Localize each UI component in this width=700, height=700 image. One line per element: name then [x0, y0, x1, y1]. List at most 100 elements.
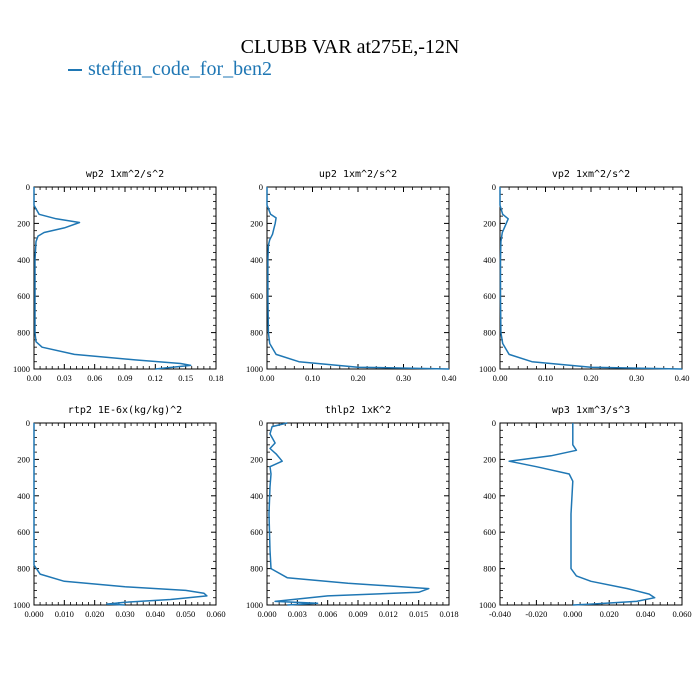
y-tick-label: 400 — [483, 255, 496, 265]
y-tick-label: 0 — [26, 182, 30, 192]
panel-title: wp3 1xm^3/s^3 — [552, 405, 630, 416]
y-tick-label: 1000 — [479, 364, 496, 374]
x-tick-label: 0.000 — [24, 609, 43, 619]
x-tick-label: 0.003 — [288, 609, 307, 619]
panel-1: wp2 1xm^2/s^2 0.00 0.03 0.06 0.09 0.12 0.15 0.1… — [13, 169, 223, 383]
y-tick-label: 200 — [250, 218, 263, 228]
x-tick-label: 0.015 — [409, 609, 428, 619]
x-tick-label: 0.18 — [209, 373, 224, 383]
x-tick-label: 0.00 — [260, 373, 275, 383]
x-tick-label: 0.00 — [493, 373, 508, 383]
legend-label: steffen_code_for_ben2 — [88, 58, 273, 80]
panel-title: up2 1xm^2/s^2 — [319, 169, 397, 180]
x-tick-label: 0.018 — [439, 609, 458, 619]
x-tick-label: 0.000 — [257, 609, 276, 619]
panel-3: vp2 1xm^2/s^2 0.00 0.10 0.20 0.30 0.40 0 200 400… — [479, 169, 689, 383]
x-tick-label: 0.00 — [27, 373, 42, 383]
y-tick-label: 200 — [17, 454, 30, 464]
y-tick-label: 600 — [250, 291, 263, 301]
x-tick-label: 0.30 — [629, 373, 644, 383]
y-tick-label: 400 — [250, 491, 263, 501]
x-tick-label: 0.012 — [379, 609, 398, 619]
y-tick-label: 200 — [17, 218, 30, 228]
x-tick-label: -0.040 — [489, 609, 511, 619]
x-tick-label: 0.030 — [115, 609, 134, 619]
panel-title: wp2 1xm^2/s^2 — [86, 169, 164, 180]
y-tick-label: 800 — [483, 564, 496, 574]
panel-title: vp2 1xm^2/s^2 — [552, 169, 630, 180]
x-tick-label: 0.15 — [178, 373, 193, 383]
x-tick-label: 0.006 — [318, 609, 337, 619]
x-tick-label: 0.09 — [118, 373, 133, 383]
y-tick-label: 1000 — [479, 600, 496, 610]
y-tick-label: 400 — [250, 255, 263, 265]
x-tick-label: 0.10 — [305, 373, 320, 383]
y-tick-label: 800 — [250, 564, 263, 574]
x-tick-label: 0.020 — [85, 609, 104, 619]
x-tick-label: 0.12 — [148, 373, 163, 383]
series-line — [266, 187, 450, 370]
y-tick-label: 800 — [17, 564, 30, 574]
x-tick-label: 0.20 — [584, 373, 599, 383]
y-tick-label: 200 — [483, 454, 496, 464]
y-tick-label: 1000 — [246, 364, 263, 374]
legend-line-swatch — [68, 69, 82, 72]
plot-frame — [499, 186, 683, 370]
y-tick-label: 1000 — [13, 600, 30, 610]
y-tick-label: 0 — [492, 418, 496, 428]
y-tick-label: 400 — [17, 255, 30, 265]
x-tick-label: 0.40 — [442, 373, 457, 383]
plot-frame — [33, 186, 217, 370]
y-tick-label: 800 — [483, 328, 496, 338]
x-tick-label: 0.040 — [146, 609, 165, 619]
x-tick-label: -0.020 — [525, 609, 547, 619]
y-tick-label: 800 — [250, 328, 263, 338]
panel-6: wp3 1xm^3/s^3 -0.040 -0.020 0.000 0.020 0.040… — [479, 405, 692, 619]
y-tick-label: 400 — [17, 491, 30, 501]
series-line — [33, 187, 192, 370]
plot-frame — [266, 186, 450, 370]
y-tick-label: 0 — [259, 418, 263, 428]
legend-entry: steffen_code_for_ben2 — [68, 58, 272, 81]
series-line — [33, 423, 208, 606]
x-tick-label: 0.009 — [348, 609, 367, 619]
series-line — [508, 423, 656, 606]
x-tick-label: 0.050 — [176, 609, 195, 619]
y-tick-label: 0 — [26, 418, 30, 428]
x-tick-label: 0.010 — [55, 609, 74, 619]
x-tick-label: 0.40 — [675, 373, 690, 383]
y-tick-label: 400 — [483, 491, 496, 501]
x-tick-label: 0.20 — [351, 373, 366, 383]
panel-2: up2 1xm^2/s^2 0.00 0.10 0.20 0.30 0.40 0 200 400… — [246, 169, 456, 383]
y-tick-label: 600 — [250, 527, 263, 537]
plot-frame — [33, 422, 217, 606]
x-tick-label: 0.30 — [396, 373, 411, 383]
x-tick-label: 0.040 — [636, 609, 655, 619]
x-tick-label: 0.060 — [672, 609, 691, 619]
x-tick-label: 0.06 — [87, 373, 102, 383]
y-tick-label: 800 — [17, 328, 30, 338]
panel-title: rtp2 1E-6x(kg/kg)^2 — [68, 405, 182, 416]
x-tick-label: 0.000 — [563, 609, 582, 619]
panel-4: rtp2 1E-6x(kg/kg)^2 0.000 0.010 0.020 0.030 0… — [13, 405, 226, 619]
x-tick-label: 0.060 — [206, 609, 225, 619]
figure-title: CLUBB VAR at275E,-12N — [240, 36, 460, 58]
plot-frame — [499, 422, 683, 606]
y-tick-label: 1000 — [13, 364, 30, 374]
panel-5: thlp2 1xK^2 0.000 0.003 0.006 0.009 0.012 0.01… — [246, 405, 459, 619]
x-tick-label: 0.10 — [538, 373, 553, 383]
x-tick-label: 0.03 — [57, 373, 72, 383]
y-tick-label: 600 — [17, 527, 30, 537]
y-tick-label: 0 — [492, 182, 496, 192]
series-line — [499, 187, 683, 370]
series-line — [268, 422, 430, 606]
y-tick-label: 0 — [259, 182, 263, 192]
y-tick-label: 600 — [483, 527, 496, 537]
x-tick-label: 0.020 — [600, 609, 619, 619]
y-tick-label: 600 — [483, 291, 496, 301]
y-tick-label: 1000 — [246, 600, 263, 610]
y-tick-label: 200 — [250, 454, 263, 464]
y-tick-label: 200 — [483, 218, 496, 228]
panel-title: thlp2 1xK^2 — [325, 405, 391, 416]
